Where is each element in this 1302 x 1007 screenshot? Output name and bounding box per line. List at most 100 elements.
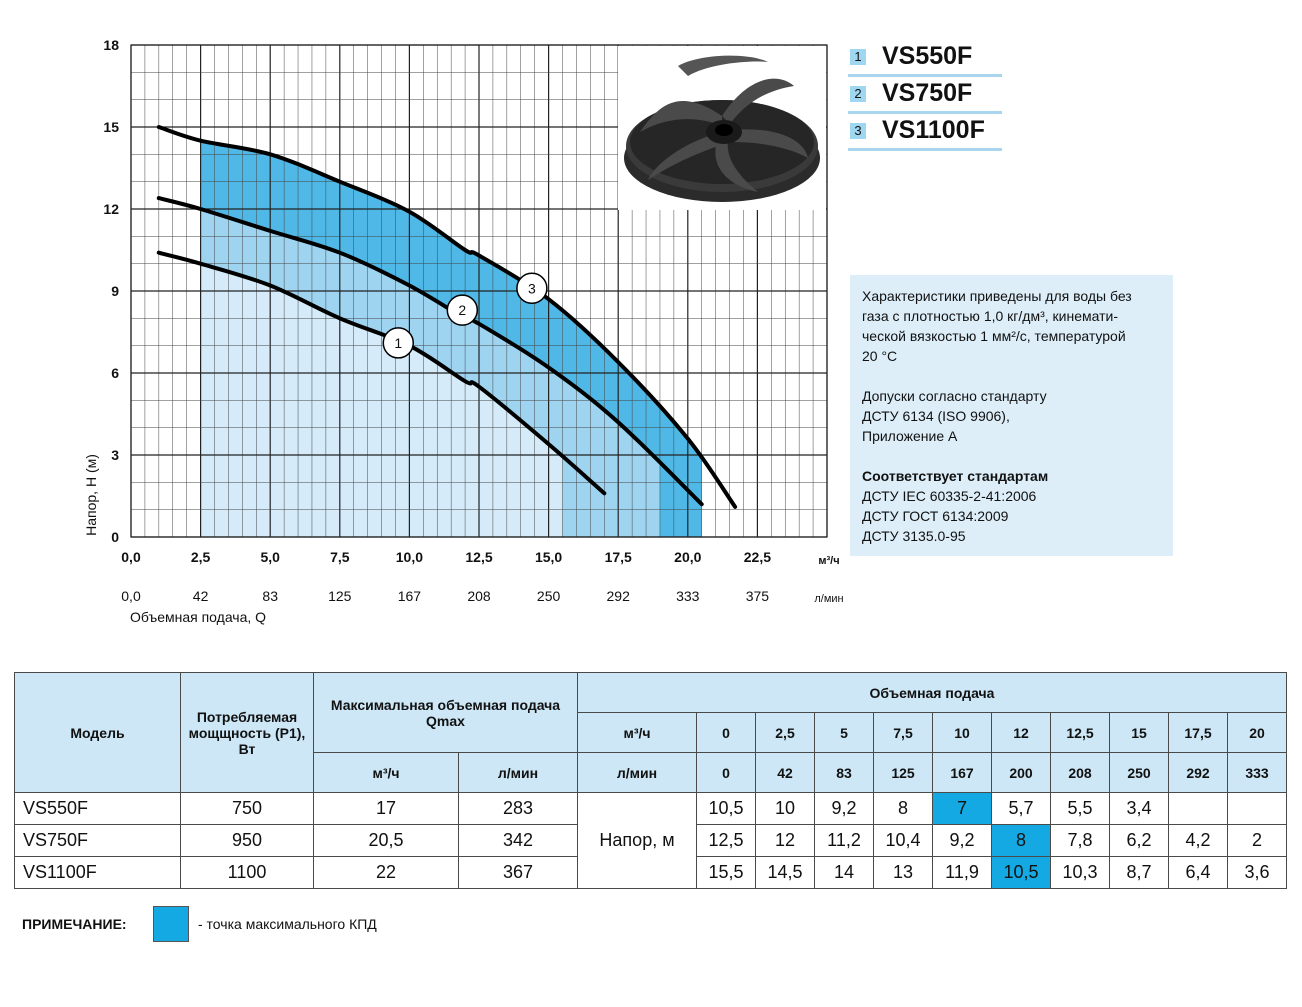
- head-value-cell: 14,5: [755, 856, 815, 889]
- x-tick-label: 5,0: [260, 549, 280, 565]
- info-line: ДСТУ 6134 (ISO 9906),: [862, 408, 1010, 424]
- flow-lmin-cell: 292: [1168, 752, 1228, 793]
- info-line: ческой вязкостью 1 мм²/с, температурой: [862, 328, 1126, 344]
- head-value-cell: 2: [1227, 824, 1287, 857]
- chart-grid: [130, 44, 828, 538]
- head-label: Напор, м: [577, 792, 697, 889]
- head-value-cell: 3,4: [1109, 792, 1169, 825]
- x2-tick-label: 167: [398, 588, 422, 604]
- head-value-cell: 15,5: [696, 856, 756, 889]
- note-label: ПРИМЕЧАНИЕ:: [22, 916, 127, 932]
- flow-m3h-cell: 0: [696, 712, 756, 753]
- flow-m3h-cell: 20: [1227, 712, 1287, 753]
- info-line: газа с плотностью 1,0 кг/дм³, кинемати-: [862, 308, 1118, 324]
- pump-curve-chart: 123 03691215180,00,02,5425,0837,512510,0…: [83, 37, 844, 625]
- y-tick-label: 9: [111, 283, 119, 299]
- info-line: 20 °С: [862, 348, 898, 364]
- curve-label-circle: [382, 327, 415, 359]
- power-cell: 750: [180, 792, 314, 825]
- table-row: VS1100F 1100 22 367 15,5 14,5 14 13 11,9 10,5 10,3…: [14, 856, 1287, 889]
- x2-tick-label: 208: [467, 588, 491, 604]
- table-row: VS550F 750 17 283 Напор, м 10,5 10 9,2 8 7 5,7 5,5 3…: [14, 792, 1287, 889]
- note-text: - точка максимального КПД: [198, 916, 377, 932]
- model-cell: VS550F: [14, 792, 181, 825]
- legend: 1 VS550F 2 VS750F 3 VS1100F: [848, 40, 1002, 151]
- x-tick-label: 15,0: [535, 549, 562, 565]
- chart-frame: [130, 44, 828, 538]
- head-value-cell: 7,8: [1050, 824, 1110, 857]
- y-tick-label: 6: [111, 365, 119, 381]
- unit-m3h: м³/ч: [577, 712, 697, 753]
- x-unit: м³/ч: [818, 555, 839, 567]
- qmax-lmin-cell: 367: [458, 856, 578, 889]
- header-power: Потребляемая мощщность (P1), Вт: [180, 672, 314, 793]
- impeller-image: [618, 46, 826, 210]
- x-tick-label: 20,0: [674, 549, 701, 565]
- qmax-m3h-cell: 22: [313, 856, 459, 889]
- head-value-cell: 8: [873, 792, 933, 825]
- x-tick-label: 17,5: [605, 549, 632, 565]
- head-value-cell: 9,2: [814, 792, 874, 825]
- head-value-cell: 8,7: [1109, 856, 1169, 889]
- x2-tick-label: 83: [262, 588, 278, 604]
- flow-lmin-cell: 333: [1227, 752, 1287, 793]
- curve-label-circle: [516, 272, 548, 305]
- x2-tick-label: 250: [537, 588, 561, 604]
- x-tick-label: 0,0: [121, 549, 141, 565]
- x2-tick-label: 42: [193, 588, 209, 604]
- flow-lmin-cell: 125: [873, 752, 933, 793]
- legend-number: 2: [850, 86, 866, 102]
- power-cell: 950: [180, 824, 314, 857]
- axes: 03691215180,00,02,5425,0837,512510,01671…: [83, 37, 844, 625]
- flow-lmin-cell: 42: [755, 752, 815, 793]
- x-axis-title: Объемная подача, Q: [130, 609, 266, 625]
- qmax-unit-m3h: м³/ч: [313, 752, 459, 793]
- flow-lmin-cell: 208: [1050, 752, 1110, 793]
- flow-m3h-cell: 2,5: [755, 712, 815, 753]
- legend-item-1: 1 VS550F: [848, 40, 1002, 77]
- y-tick-label: 3: [111, 447, 119, 463]
- head-value-cell: 10,3: [1050, 856, 1110, 889]
- flow-m3h-cell: 15: [1109, 712, 1169, 753]
- power-cell: 1100: [180, 856, 314, 889]
- head-value-cell: 10,5: [696, 792, 756, 825]
- header-model: Модель: [14, 672, 181, 793]
- head-value-cell: 5,7: [991, 792, 1051, 825]
- x-tick-label: 2,5: [191, 549, 211, 565]
- legend-model-name: VS1100F: [882, 116, 985, 144]
- flow-lmin-cell: 83: [814, 752, 874, 793]
- info-box: Характеристики приведены для воды без га…: [850, 275, 1173, 556]
- y-tick-label: 0: [111, 529, 119, 545]
- model-cell: VS750F: [14, 824, 181, 857]
- y-axis-title: Напор, H (м): [83, 454, 99, 536]
- qmax-lmin-cell: 283: [458, 792, 578, 825]
- head-value-cell: 11,9: [932, 856, 992, 889]
- x-tick-label: 12,5: [465, 549, 492, 565]
- curve-label-circle: [446, 294, 479, 326]
- legend-model-name: VS750F: [882, 79, 973, 107]
- head-value-cell: 3,6: [1227, 856, 1287, 889]
- head-value-cell: 14: [814, 856, 874, 889]
- curve-labels: 1 2 3: [382, 272, 548, 359]
- x2-tick-label: 333: [676, 588, 700, 604]
- flow-lmin-cell: 0: [696, 752, 756, 793]
- head-value-cell: 8: [991, 824, 1051, 857]
- head-value-cell: 9,2: [932, 824, 992, 857]
- head-value-cell: 10,5: [991, 856, 1051, 889]
- flow-lmin-cell: 167: [932, 752, 992, 793]
- x2-unit: л/мин: [814, 593, 843, 605]
- flow-m3h-cell: 12,5: [1050, 712, 1110, 753]
- head-value-cell: 10: [755, 792, 815, 825]
- head-value-cell: 12: [755, 824, 815, 857]
- flow-m3h-cell: 7,5: [873, 712, 933, 753]
- flow-m3h-cell: 12: [991, 712, 1051, 753]
- y-tick-label: 12: [103, 201, 119, 217]
- qmax-m3h-cell: 17: [313, 792, 459, 825]
- curve-label-3: 3: [528, 280, 536, 296]
- y-tick-label: 15: [103, 119, 119, 135]
- head-value-cell: 6,4: [1168, 856, 1228, 889]
- unit-lmin: л/мин: [577, 752, 697, 793]
- legend-number: 1: [850, 49, 866, 65]
- qmax-m3h-cell: 20,5: [313, 824, 459, 857]
- qmax-lmin-cell: 342: [458, 824, 578, 857]
